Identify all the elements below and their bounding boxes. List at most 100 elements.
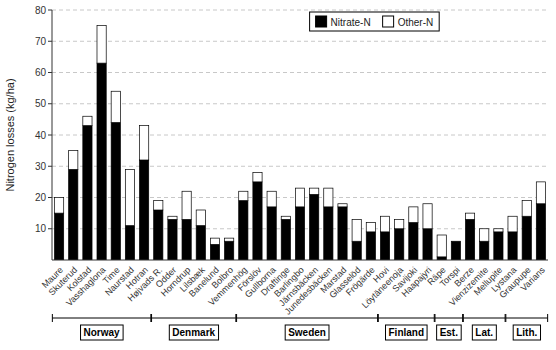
bar-segment: [196, 210, 205, 226]
group-bracket-end: [377, 314, 378, 322]
grid-line: [52, 72, 548, 73]
bar-segment: [451, 241, 460, 242]
group-bracket-end: [52, 314, 53, 322]
y-tick: [48, 166, 52, 167]
bar-segment: [125, 169, 134, 225]
bar-segment: [310, 188, 319, 194]
legend-swatch: [383, 16, 394, 27]
bar-segment: [69, 151, 78, 170]
bar-segment: [111, 123, 120, 261]
group-bracket-end: [463, 314, 464, 322]
bar-segment: [352, 219, 361, 241]
bar-segment: [338, 207, 347, 260]
bar-segment: [480, 229, 489, 242]
legend-label: Nitrate-N: [331, 17, 371, 28]
bar-segment: [395, 229, 404, 260]
x-tick-label: Vasshaglona: [64, 265, 107, 308]
bar-segment: [54, 213, 63, 260]
group-label: Lith.: [516, 327, 537, 338]
bar-segment: [97, 26, 106, 64]
group-bracket-end: [547, 314, 548, 322]
bar-segment: [423, 229, 432, 260]
bar-segment: [210, 238, 219, 244]
bar-segment: [437, 235, 446, 257]
group-annotation: Sweden: [237, 314, 378, 340]
bar-segment: [281, 219, 290, 260]
y-tick: [48, 228, 52, 229]
bar-segment: [111, 91, 120, 122]
bars: [54, 26, 545, 260]
bar-segment: [267, 207, 276, 260]
group-bracket: [378, 318, 434, 319]
bar-segment: [239, 201, 248, 260]
bar-segment: [239, 191, 248, 200]
bar-segment: [324, 207, 333, 260]
grid-line: [52, 166, 548, 167]
bar-segment: [69, 169, 78, 260]
x-tick-label: Varians: [519, 265, 548, 294]
grid-line: [52, 41, 548, 42]
bar-segment: [423, 204, 432, 229]
grid: [52, 10, 548, 229]
group-label: Finland: [389, 327, 425, 338]
bar-segment: [536, 204, 545, 260]
group-label-box: [437, 325, 462, 340]
group-bracket: [435, 318, 463, 319]
bar-segment: [125, 226, 134, 260]
y-tick-label: 80: [35, 5, 47, 16]
group-label-box: [81, 325, 124, 340]
bar-segment: [366, 232, 375, 260]
y-tick: [48, 103, 52, 104]
bar-segment: [380, 216, 389, 232]
bar-segment: [295, 207, 304, 260]
bar-segment: [225, 238, 234, 241]
y-tick: [48, 72, 52, 73]
group-bracket: [237, 318, 378, 319]
bar-segment: [310, 194, 319, 260]
chart: 1020304050607080Nitrogen losses (kg/ha)M…: [0, 0, 556, 350]
group-label-box: [386, 325, 428, 340]
bar-segment: [210, 244, 219, 260]
group-bracket-end: [151, 314, 152, 322]
group-bracket-end: [235, 314, 236, 322]
legend-swatch: [316, 16, 327, 27]
bar-segment: [352, 241, 361, 260]
bar-segment: [480, 241, 489, 260]
bar-segment: [154, 201, 163, 210]
bar-segment: [196, 226, 205, 260]
group-label: Sweden: [288, 327, 326, 338]
group-label-box: [285, 325, 329, 340]
group-bracket-end: [462, 314, 463, 322]
bar-segment: [465, 213, 474, 219]
legend-frame: [310, 12, 440, 31]
legend-item: Nitrate-N: [316, 16, 371, 28]
bar-segment: [54, 198, 63, 214]
y-axis-line: [52, 10, 53, 260]
bar-segment: [295, 188, 304, 207]
bar-segment: [494, 229, 503, 232]
y-tick-label: 70: [35, 36, 47, 47]
group-annotation: Lith.: [506, 314, 548, 340]
bar-segment: [338, 204, 347, 207]
bar-segment: [267, 191, 276, 207]
bar-segment: [140, 126, 149, 160]
bar-segment: [522, 201, 531, 217]
bar-segment: [97, 63, 106, 260]
bar-segment: [522, 216, 531, 260]
bar-segment: [281, 216, 290, 219]
bar-segment: [253, 173, 262, 182]
group-annotation: Finland: [378, 314, 434, 340]
bar-segment: [182, 191, 191, 219]
y-tick: [48, 197, 52, 198]
group-annotation: Lat.: [463, 314, 505, 340]
bar-segment: [465, 219, 474, 260]
bar-segment: [409, 223, 418, 261]
bar-segment: [409, 207, 418, 223]
y-tick: [48, 41, 52, 42]
group-bracket-end: [378, 314, 379, 322]
bar-segment: [536, 182, 545, 204]
group-bracket-end: [150, 314, 151, 322]
group-label-box: [513, 325, 540, 340]
y-tick-label: 50: [35, 98, 47, 109]
bar-segment: [154, 210, 163, 260]
